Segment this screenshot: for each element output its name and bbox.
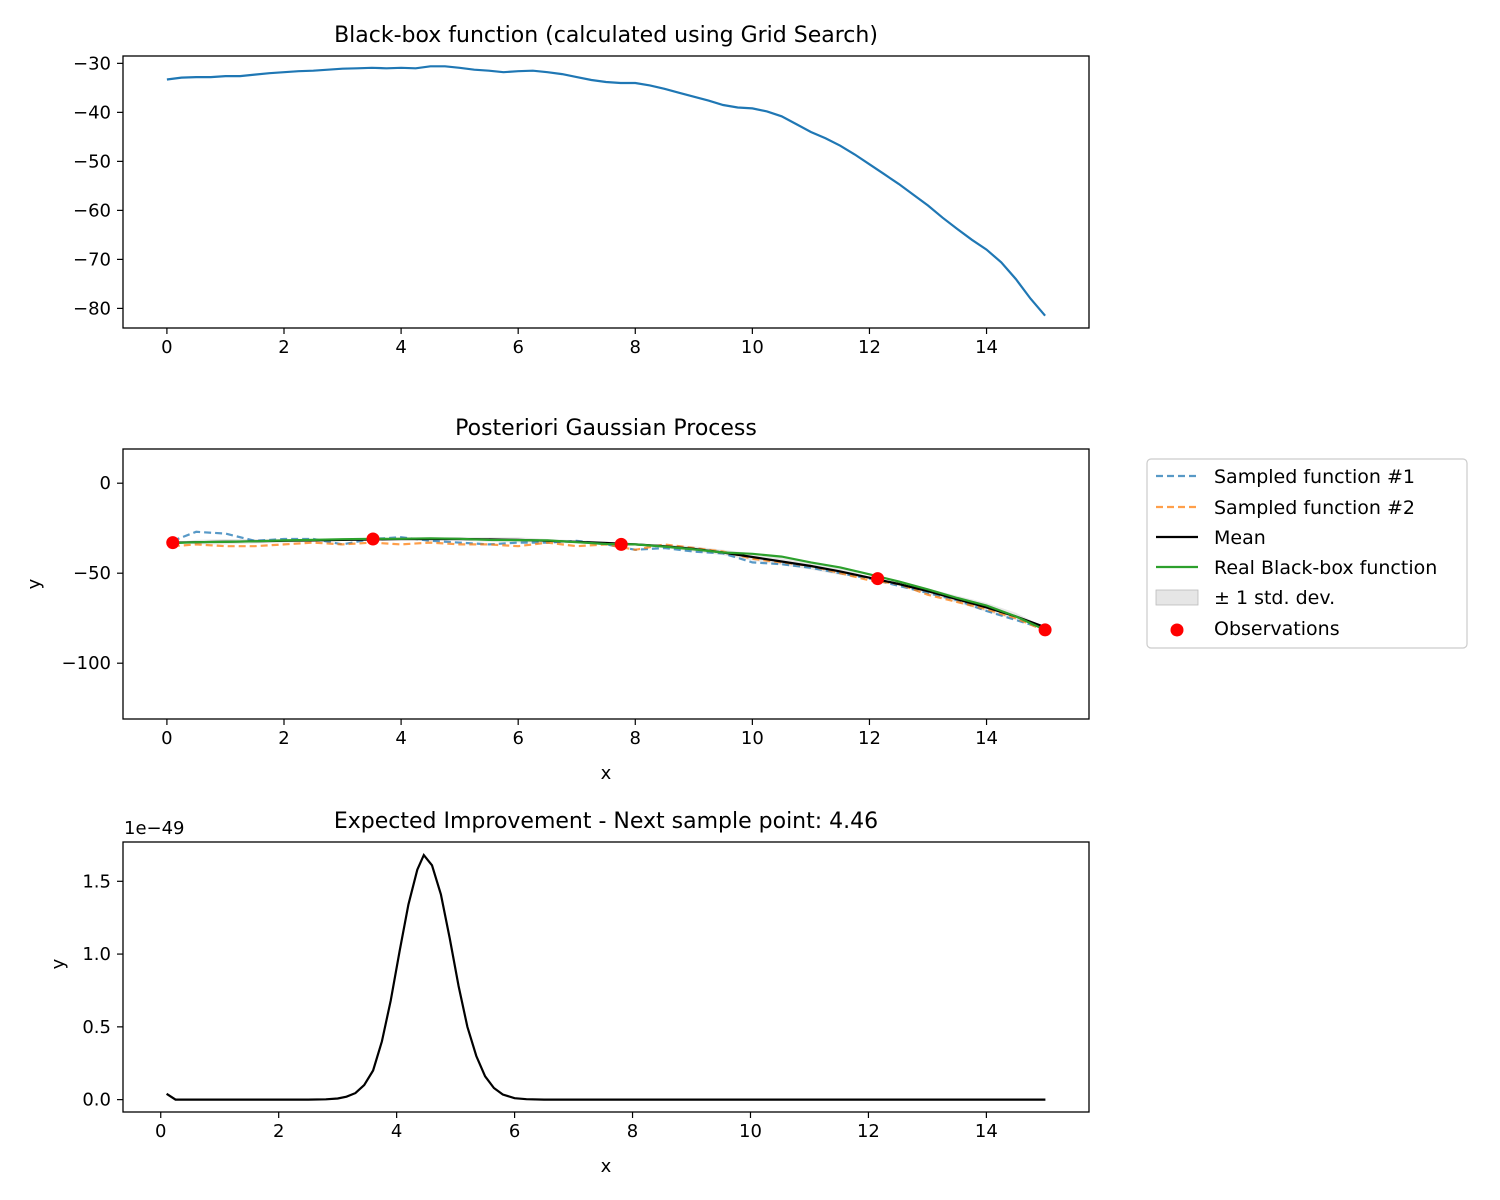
x-tick-label: 6 [512, 337, 523, 358]
posteriori-gp-panel: Posteriori Gaussian Process 0 2 4 6 8 10 12 14 0… [24, 416, 1468, 784]
x-tick-label: 14 [975, 1121, 998, 1142]
plot-frame [122, 841, 1090, 1113]
x-tick-label: 6 [512, 728, 523, 749]
panel-title: Posteriori Gaussian Process [455, 416, 757, 441]
observation-point [166, 536, 180, 550]
x-tick-label: 10 [739, 1121, 762, 1142]
legend-label: Sampled function #1 [1214, 466, 1415, 488]
x-tick-label: 8 [627, 1121, 638, 1142]
x-tick-label: 8 [630, 728, 641, 749]
y-axis-label: y [24, 578, 45, 589]
x-axis-label: x [601, 1156, 612, 1177]
x-tick-label: 0 [161, 337, 172, 358]
plot-frame [122, 55, 1090, 329]
y-tick-label: −40 [73, 102, 111, 123]
legend-label: Mean [1214, 527, 1266, 549]
expected-improvement-line [165, 853, 1046, 1101]
panel-title: Black-box function (calculated using Gri… [334, 23, 878, 48]
y-tick-label: −80 [73, 298, 111, 319]
plot-frame [122, 448, 1090, 720]
panel-title: Expected Improvement - Next sample point… [334, 809, 878, 834]
x-tick-label: 12 [858, 337, 881, 358]
y-offset-label: 1e−49 [124, 818, 185, 839]
legend-label: Real Black-box function [1214, 557, 1437, 579]
y-tick-label: −60 [73, 200, 111, 221]
std-dev-band [172, 537, 1046, 628]
mean-line [172, 537, 1046, 629]
black-box-line [166, 65, 1046, 317]
y-tick-label: −70 [73, 249, 111, 270]
y-axis-label: y [48, 958, 69, 969]
observation-point [614, 537, 628, 551]
y-tick-label: 1.0 [82, 944, 111, 965]
legend-frame [1146, 458, 1468, 649]
y-tick-label: 0.5 [82, 1017, 111, 1038]
x-tick-label: 2 [278, 728, 289, 749]
observation-point [871, 572, 885, 586]
x-tick-label: 2 [278, 337, 289, 358]
y-tick-label: 0 [100, 473, 111, 494]
x-tick-label: 4 [391, 1121, 402, 1142]
sampled-function-1-line [172, 530, 1046, 631]
legend-swatch-observations [1170, 623, 1184, 637]
x-tick-label: 12 [858, 728, 881, 749]
legend-label: ± 1 std. dev. [1214, 587, 1335, 609]
y-tick-label: 1.5 [82, 871, 111, 892]
y-tick-label: −50 [73, 151, 111, 172]
y-tick-label: −50 [73, 563, 111, 584]
black-box-function-panel: Black-box function (calculated using Gri… [73, 23, 1090, 358]
legend-label: Sampled function #2 [1214, 497, 1415, 519]
legend-label: Observations [1214, 618, 1340, 640]
x-tick-label: 0 [155, 1121, 166, 1142]
x-tick-label: 4 [395, 728, 406, 749]
x-tick-label: 14 [975, 728, 998, 749]
expected-improvement-panel: Expected Improvement - Next sample point… [48, 809, 1090, 1177]
x-tick-label: 10 [741, 337, 764, 358]
x-tick-label: 8 [630, 337, 641, 358]
x-tick-label: 0 [161, 728, 172, 749]
x-tick-label: 14 [975, 337, 998, 358]
observation-point [1038, 623, 1052, 637]
y-tick-label: 0.0 [82, 1090, 111, 1111]
x-axis-label: x [601, 763, 612, 784]
legend: Sampled function #1 Sampled function #2 … [1146, 458, 1468, 649]
y-tick-label: −30 [73, 53, 111, 74]
x-tick-label: 10 [741, 728, 764, 749]
y-tick-label: −100 [62, 653, 111, 674]
x-tick-label: 4 [395, 337, 406, 358]
observation-point [366, 532, 380, 546]
real-blackbox-line [172, 537, 1046, 631]
legend-swatch-std-band [1155, 589, 1199, 606]
x-tick-label: 6 [509, 1121, 520, 1142]
x-tick-label: 12 [857, 1121, 880, 1142]
x-tick-label: 2 [273, 1121, 284, 1142]
